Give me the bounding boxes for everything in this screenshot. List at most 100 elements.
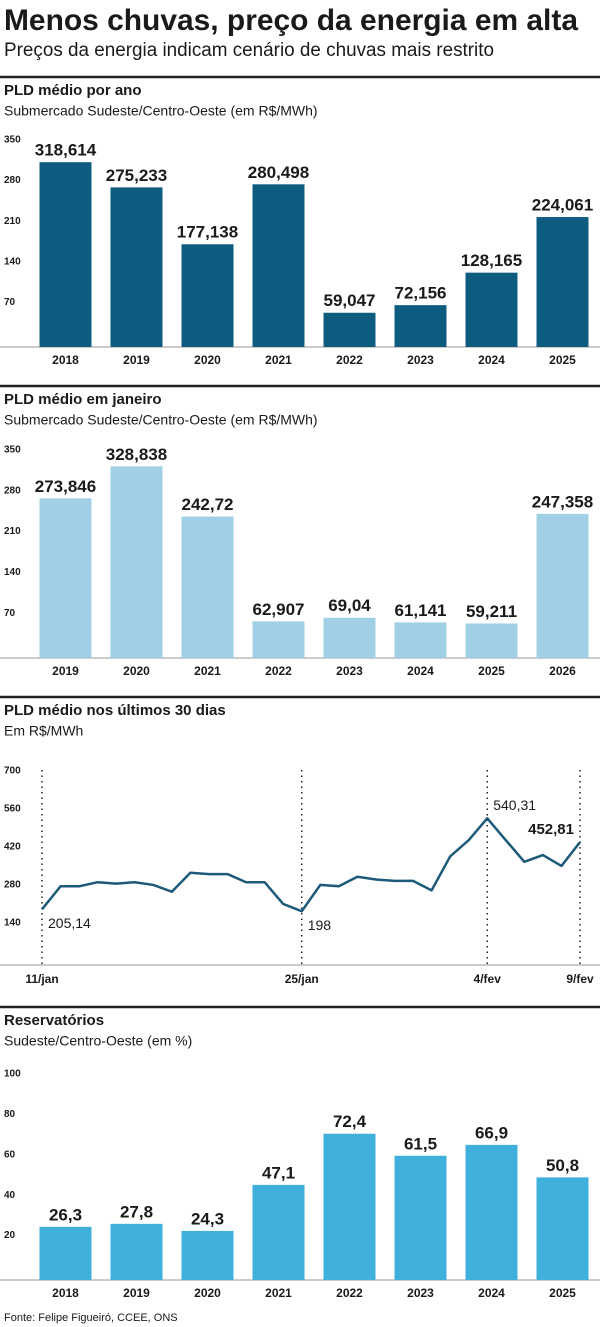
x-tick-label: 2025 [549, 353, 576, 367]
line [41, 817, 581, 913]
bar [465, 272, 518, 347]
chart-title: PLD médio por ano [4, 82, 142, 99]
x-tick-label: 2018 [52, 353, 79, 367]
y-tick-label: 140 [4, 567, 21, 578]
x-tick-label: 2022 [336, 353, 363, 367]
chart-title: PLD médio em janeiro [4, 391, 162, 408]
value-label: 59,211 [466, 602, 517, 621]
value-label: 128,165 [461, 251, 522, 270]
bar [39, 498, 92, 658]
bar [252, 1184, 305, 1280]
bar [110, 466, 163, 658]
value-label: 47,1 [262, 1163, 295, 1182]
value-label: 540,31 [493, 797, 536, 813]
value-label: 59,047 [324, 291, 376, 310]
y-tick-label: 350 [4, 135, 21, 146]
chart-title: Reservatórios [4, 1012, 104, 1029]
y-tick-label: 100 [4, 1069, 21, 1080]
value-label: 318,614 [35, 141, 97, 160]
bar [39, 162, 92, 347]
bar [181, 516, 234, 658]
bar [110, 1223, 163, 1280]
y-tick-label: 560 [4, 804, 21, 815]
x-tick-label: 2021 [265, 1286, 292, 1300]
x-tick-label: 9/fev [566, 972, 594, 986]
chart-subtitle: Em R$/MWh [4, 723, 83, 739]
y-tick-label: 420 [4, 842, 21, 853]
bar [323, 617, 376, 658]
y-tick-label: 280 [4, 175, 21, 186]
x-tick-label: 2024 [407, 664, 434, 678]
bar [181, 1230, 234, 1280]
x-tick-label: 2023 [336, 664, 363, 678]
value-label: 275,233 [106, 166, 167, 185]
value-label: 247,358 [532, 492, 593, 511]
chart-subtitle: Submercado Sudeste/Centro-Oeste (em R$/M… [4, 103, 318, 119]
x-tick-label: 2024 [478, 1286, 505, 1300]
source: Fonte: Felipe Figueiró, CCEE, ONS [4, 1312, 178, 1324]
y-tick-label: 80 [4, 1109, 16, 1120]
x-tick-label: 25/jan [285, 972, 319, 986]
bar [252, 621, 305, 658]
y-tick-label: 20 [4, 1230, 16, 1241]
value-label: 280,498 [248, 163, 309, 182]
x-tick-label: 2023 [407, 1286, 434, 1300]
value-label: 328,838 [106, 445, 167, 464]
x-tick-label: 2021 [265, 353, 292, 367]
value-label: 224,061 [532, 196, 593, 215]
bar [394, 1155, 447, 1280]
x-tick-label: 2020 [123, 664, 150, 678]
y-tick-label: 40 [4, 1190, 16, 1201]
x-tick-label: 4/fev [474, 972, 502, 986]
value-label: 452,81 [528, 821, 574, 838]
bar [181, 244, 234, 347]
bar [465, 623, 518, 658]
value-label: 26,3 [49, 1205, 82, 1224]
chart-title: PLD médio nos últimos 30 dias [4, 702, 226, 719]
chart-subtitle: Submercado Sudeste/Centro-Oeste (em R$/M… [4, 412, 318, 428]
y-tick-label: 140 [4, 918, 21, 929]
value-label: 242,72 [182, 495, 234, 514]
value-label: 72,4 [333, 1112, 367, 1131]
y-tick-label: 70 [4, 608, 16, 619]
bar [394, 305, 447, 347]
value-label: 177,138 [177, 223, 238, 242]
x-tick-label: 11/jan [25, 972, 58, 986]
x-tick-label: 2019 [52, 664, 79, 678]
x-tick-label: 2026 [549, 664, 576, 678]
bar [536, 513, 589, 658]
x-tick-label: 2023 [407, 353, 434, 367]
chart-subtitle: Sudeste/Centro-Oeste (em %) [4, 1033, 192, 1049]
y-tick-label: 70 [4, 297, 16, 308]
page-subtitle: Preços da energia indicam cenário de chu… [4, 40, 494, 61]
page-title: Menos chuvas, preço da energia em alta [4, 4, 578, 37]
y-tick-label: 280 [4, 485, 21, 496]
bar [39, 1226, 92, 1280]
x-tick-label: 2019 [123, 353, 150, 367]
value-label: 72,156 [395, 284, 447, 303]
value-label: 205,14 [48, 915, 91, 931]
x-tick-label: 2025 [549, 1286, 576, 1300]
bar [110, 187, 163, 347]
y-tick-label: 350 [4, 445, 21, 456]
bar [465, 1144, 518, 1280]
y-tick-label: 700 [4, 766, 21, 777]
x-tick-label: 2018 [52, 1286, 79, 1300]
x-tick-label: 2021 [194, 664, 221, 678]
x-tick-label: 2019 [123, 1286, 150, 1300]
bar [536, 217, 589, 347]
bar [252, 184, 305, 347]
x-tick-label: 2022 [336, 1286, 363, 1300]
x-tick-label: 2022 [265, 664, 292, 678]
x-tick-label: 2025 [478, 664, 505, 678]
value-label: 62,907 [253, 600, 305, 619]
y-tick-label: 60 [4, 1149, 16, 1160]
x-tick-label: 2020 [194, 1286, 221, 1300]
value-label: 24,3 [191, 1209, 224, 1228]
bar [394, 622, 447, 658]
value-label: 198 [308, 917, 332, 933]
value-label: 27,8 [120, 1202, 153, 1221]
value-label: 66,9 [475, 1123, 508, 1142]
value-label: 69,04 [328, 596, 371, 615]
